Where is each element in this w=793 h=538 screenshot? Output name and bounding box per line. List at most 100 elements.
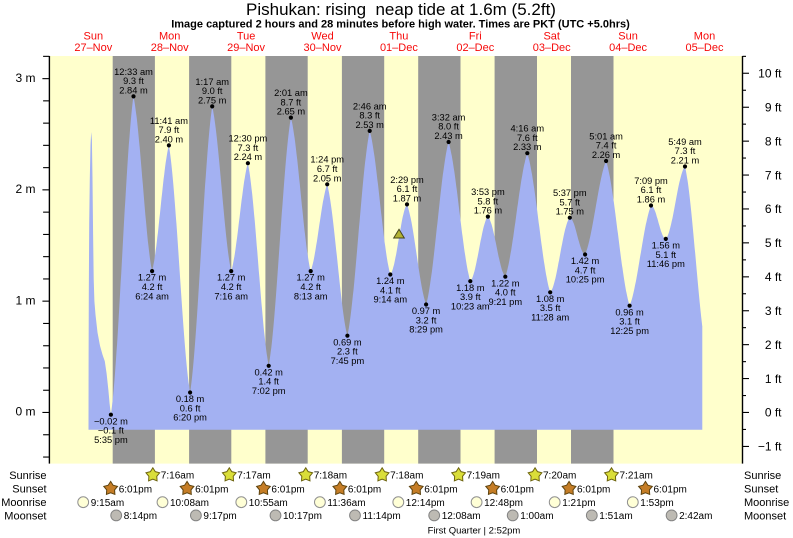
svg-text:2.65 m: 2.65 m: [277, 107, 306, 117]
svg-text:10:25 pm: 10:25 pm: [566, 275, 605, 285]
svg-text:1.24 m: 1.24 m: [376, 276, 405, 286]
svg-text:1 m: 1 m: [15, 293, 35, 307]
svg-text:Sunset: Sunset: [744, 484, 778, 496]
svg-text:0.6 ft: 0.6 ft: [180, 403, 201, 413]
svg-text:0 ft: 0 ft: [765, 406, 782, 420]
svg-text:0 m: 0 m: [15, 405, 35, 419]
svg-text:6:01pm: 6:01pm: [348, 484, 381, 495]
svg-text:11:46 pm: 11:46 pm: [647, 259, 685, 269]
svg-text:0.97 m: 0.97 m: [412, 306, 441, 316]
svg-text:5.8 ft: 5.8 ft: [478, 196, 499, 206]
svg-text:5:01 am: 5:01 am: [589, 131, 623, 141]
svg-text:7.6 ft: 7.6 ft: [517, 133, 538, 143]
svg-text:1:24 pm: 1:24 pm: [310, 155, 344, 165]
svg-text:Tue: Tue: [237, 31, 256, 43]
svg-text:4 ft: 4 ft: [765, 270, 782, 284]
svg-text:10:08am: 10:08am: [170, 498, 209, 509]
svg-text:0.69 m: 0.69 m: [333, 337, 362, 347]
svg-text:8:29 pm: 8:29 pm: [409, 325, 443, 335]
svg-text:0.18 m: 0.18 m: [176, 394, 205, 404]
svg-text:4.0 ft: 4.0 ft: [495, 288, 516, 298]
svg-text:7.3 ft: 7.3 ft: [675, 146, 696, 156]
svg-text:2.53 m: 2.53 m: [355, 120, 384, 130]
svg-text:2.43 m: 2.43 m: [434, 131, 463, 141]
svg-text:2.33 m: 2.33 m: [513, 142, 542, 152]
svg-text:7:18am: 7:18am: [390, 471, 423, 482]
svg-text:0.96 m: 0.96 m: [615, 307, 644, 317]
svg-text:Thu: Thu: [389, 31, 408, 43]
svg-text:4:16 am: 4:16 am: [511, 124, 545, 134]
svg-text:First Quarter | 2:52pm: First Quarter | 2:52pm: [428, 525, 521, 536]
svg-text:Fri: Fri: [469, 31, 482, 43]
svg-text:1.27 m: 1.27 m: [138, 273, 167, 283]
svg-text:6:01pm: 6:01pm: [271, 484, 304, 495]
svg-text:11:41 am: 11:41 am: [150, 116, 188, 126]
svg-text:2.26 m: 2.26 m: [592, 150, 621, 160]
svg-text:1.27 m: 1.27 m: [217, 273, 246, 283]
svg-text:12:08am: 12:08am: [442, 511, 481, 522]
svg-text:7:18am: 7:18am: [314, 471, 347, 482]
svg-text:6.1 ft: 6.1 ft: [641, 185, 662, 195]
svg-text:1.86 m: 1.86 m: [637, 195, 666, 205]
svg-text:04–Dec: 04–Dec: [609, 42, 647, 54]
svg-text:9.3 ft: 9.3 ft: [123, 76, 144, 86]
svg-text:Pishukan: rising neap tide at: Pishukan: rising neap tide at 1.6m (5.2f…: [246, 0, 556, 19]
svg-text:6 ft: 6 ft: [765, 202, 782, 216]
svg-text:5:49 am: 5:49 am: [668, 137, 702, 147]
svg-text:9:17pm: 9:17pm: [203, 511, 236, 522]
svg-text:5:35 pm: 5:35 pm: [94, 435, 128, 445]
svg-text:5.1 ft: 5.1 ft: [655, 250, 676, 260]
svg-text:3 m: 3 m: [15, 71, 35, 85]
svg-text:1.4 ft: 1.4 ft: [258, 377, 279, 387]
svg-text:7:45 pm: 7:45 pm: [331, 356, 365, 366]
svg-text:9.0 ft: 9.0 ft: [202, 86, 223, 96]
svg-text:3:53 pm: 3:53 pm: [471, 187, 505, 197]
svg-text:3.2 ft: 3.2 ft: [416, 315, 437, 325]
svg-text:Sat: Sat: [543, 31, 560, 43]
svg-text:28–Nov: 28–Nov: [151, 42, 189, 54]
svg-text:8:13 am: 8:13 am: [294, 291, 328, 301]
svg-text:3.1 ft: 3.1 ft: [619, 317, 640, 327]
svg-text:Moonrise: Moonrise: [744, 497, 789, 509]
svg-text:Moonrise: Moonrise: [1, 497, 46, 509]
svg-text:Moonset: Moonset: [744, 510, 786, 522]
svg-text:1.42 m: 1.42 m: [571, 256, 600, 266]
svg-text:1.56 m: 1.56 m: [652, 241, 681, 251]
svg-text:2:01 am: 2:01 am: [274, 88, 308, 98]
svg-text:6:01pm: 6:01pm: [654, 484, 687, 495]
svg-text:5.7 ft: 5.7 ft: [559, 197, 580, 207]
svg-text:Sunset: Sunset: [12, 484, 46, 496]
svg-text:1:00am: 1:00am: [520, 511, 553, 522]
svg-text:1.18 m: 1.18 m: [456, 283, 485, 293]
svg-text:6:24 am: 6:24 am: [135, 291, 169, 301]
svg-text:1:17 am: 1:17 am: [195, 77, 229, 87]
svg-text:10:17pm: 10:17pm: [283, 511, 322, 522]
svg-text:7 ft: 7 ft: [765, 168, 782, 182]
svg-text:9:21 pm: 9:21 pm: [489, 297, 523, 307]
svg-text:7.3 ft: 7.3 ft: [238, 143, 259, 153]
svg-text:5:37 pm: 5:37 pm: [553, 188, 587, 198]
svg-text:05–Dec: 05–Dec: [686, 42, 724, 54]
svg-text:7.9 ft: 7.9 ft: [159, 125, 180, 135]
svg-text:10 ft: 10 ft: [758, 67, 782, 81]
svg-text:7:16am: 7:16am: [161, 471, 194, 482]
svg-text:7.4 ft: 7.4 ft: [596, 141, 617, 151]
svg-text:8.0 ft: 8.0 ft: [438, 122, 459, 132]
svg-text:02–Dec: 02–Dec: [456, 42, 494, 54]
svg-text:6:01pm: 6:01pm: [195, 484, 228, 495]
svg-text:8.7 ft: 8.7 ft: [281, 97, 302, 107]
svg-text:0.42 m: 0.42 m: [254, 367, 283, 377]
svg-text:1.75 m: 1.75 m: [556, 207, 585, 217]
svg-text:Mon: Mon: [159, 31, 180, 43]
svg-text:6:01pm: 6:01pm: [577, 484, 610, 495]
svg-text:03–Dec: 03–Dec: [533, 42, 571, 54]
svg-text:2 m: 2 m: [15, 182, 35, 196]
svg-text:2:46 am: 2:46 am: [353, 101, 387, 111]
svg-text:Image captured 2 hours and 28: Image captured 2 hours and 28 minutes be…: [171, 19, 630, 31]
svg-text:8 ft: 8 ft: [765, 134, 782, 148]
svg-text:6:01pm: 6:01pm: [424, 484, 457, 495]
svg-text:1:21pm: 1:21pm: [562, 498, 595, 509]
svg-text:11:28 am: 11:28 am: [531, 313, 569, 323]
svg-text:1:53pm: 1:53pm: [640, 498, 673, 509]
svg-text:1.76 m: 1.76 m: [474, 206, 503, 216]
